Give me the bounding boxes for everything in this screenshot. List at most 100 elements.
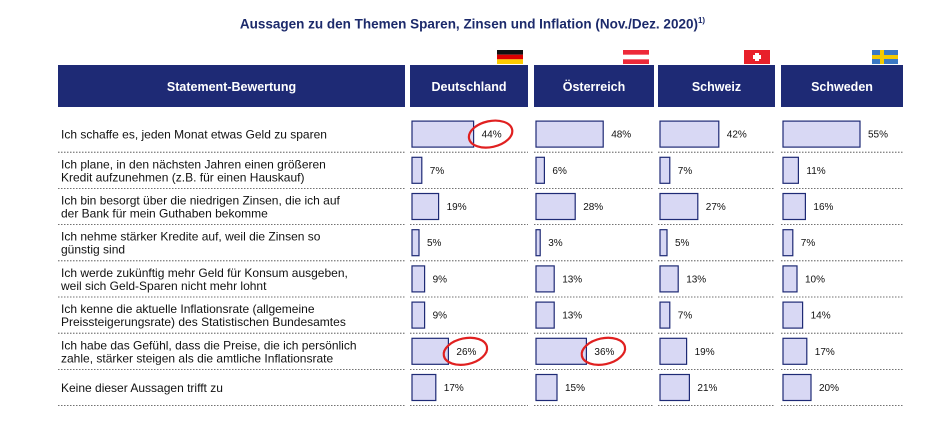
column-header-bg	[410, 65, 528, 107]
bar-österreich-1	[535, 156, 545, 184]
data-label-2-7: 21%	[697, 383, 717, 394]
germany-flag-stripe	[497, 59, 523, 64]
data-label-0-2: 19%	[447, 202, 467, 213]
column-header-bg	[534, 65, 654, 107]
data-label-0-7: 17%	[444, 383, 464, 394]
data-label-0-4: 9%	[433, 274, 448, 285]
bar-österreich-2	[535, 192, 576, 221]
row-label-4: weil sich Geld-Sparen nicht mehr lohnt	[60, 279, 267, 293]
data-label-0-6: 26%	[456, 347, 476, 358]
data-label-3-2: 16%	[813, 202, 833, 213]
bar-schweden-4	[782, 265, 798, 293]
bar-deutschland-2	[411, 192, 440, 221]
column-header-2: Schweiz	[692, 80, 741, 94]
data-label-3-1: 11%	[806, 166, 825, 177]
data-label-2-5: 7%	[678, 311, 693, 322]
row-label-6: Ich habe das Gefühl, dass die Preise, di…	[61, 338, 357, 352]
data-label-0-5: 9%	[433, 311, 448, 322]
switzerland-flag-cross	[753, 55, 761, 59]
bar-deutschland-7	[411, 373, 437, 402]
bar-deutschland-0	[411, 120, 475, 148]
column-header-0: Deutschland	[431, 80, 506, 94]
row-label-2: Ich bin besorgt über die niedrigen Zinse…	[61, 194, 341, 208]
row-label-7: Keine dieser Aussagen trifft zu	[61, 381, 223, 395]
bar-österreich-6	[535, 337, 588, 365]
row-label-5: Ich kenne die aktuelle Inflationsrate (a…	[61, 302, 315, 316]
data-label-2-2: 27%	[706, 202, 726, 213]
bar-schweden-7	[782, 373, 812, 402]
row-label-3: Ich nehme stärker Kredite auf, weil die …	[61, 230, 321, 244]
statement-header: Statement-Bewertung	[167, 80, 296, 94]
data-label-3-0: 55%	[868, 130, 888, 141]
germany-flag-stripe	[497, 54, 523, 60]
bar-schweden-0	[782, 120, 861, 148]
row-label-3: günstig sind	[61, 243, 125, 257]
data-label-1-1: 6%	[552, 166, 567, 177]
title-footnote: 1)	[697, 16, 706, 25]
data-label-0-0: 44%	[482, 130, 502, 141]
data-label-1-6: 36%	[594, 347, 614, 358]
bar-deutschland-1	[411, 156, 423, 184]
bar-schweden-3	[782, 229, 794, 257]
bar-schweiz-6	[659, 337, 688, 365]
data-label-0-3: 5%	[427, 238, 442, 249]
column-header-3: Schweden	[811, 80, 873, 94]
highlight-circle	[580, 336, 627, 366]
row-label-1: Ich plane, in den nächsten Jahren einen …	[61, 157, 326, 171]
row-label-5: Preissteigerungsrate) des Statistischen …	[61, 315, 346, 329]
data-label-3-4: 10%	[805, 274, 825, 285]
data-label-3-6: 17%	[815, 347, 835, 358]
data-label-2-6: 19%	[695, 347, 715, 358]
row-label-2: der Bank für mein Guthaben bekomme	[61, 207, 268, 221]
bar-deutschland-6	[411, 337, 450, 365]
data-label-1-4: 13%	[562, 274, 582, 285]
data-label-1-2: 28%	[583, 202, 603, 213]
data-label-1-7: 15%	[565, 383, 585, 394]
data-label-2-3: 5%	[675, 238, 690, 249]
data-label-3-3: 7%	[801, 238, 816, 249]
bar-schweiz-7	[659, 373, 690, 402]
data-label-1-3: 3%	[548, 238, 563, 249]
row-label-4: Ich werde zukünftig mehr Geld für Konsum…	[61, 266, 348, 280]
column-header-1: Österreich	[563, 79, 626, 94]
bar-österreich-5	[535, 301, 555, 329]
austria-flag-stripe	[623, 54, 649, 60]
row-label-0: Ich schaffe es, jeden Monat etwas Geld z…	[61, 128, 327, 142]
highlight-circle	[467, 119, 514, 149]
sweden-flag-cross	[872, 55, 898, 59]
statement-header-bg	[58, 65, 405, 107]
bar-schweden-5	[782, 301, 804, 329]
bar-schweiz-0	[659, 120, 720, 148]
bar-österreich-7	[535, 373, 558, 402]
bar-schweiz-4	[659, 265, 679, 293]
row-label-6: zahle, stärker steigen als die amtliche …	[61, 351, 333, 365]
data-label-2-1: 7%	[678, 166, 693, 177]
bar-schweiz-5	[659, 301, 671, 329]
bar-deutschland-5	[411, 301, 426, 329]
data-label-1-5: 13%	[562, 311, 582, 322]
data-label-3-7: 20%	[819, 383, 839, 394]
bar-österreich-0	[535, 120, 604, 148]
column-header-bg	[781, 65, 903, 107]
data-label-2-0: 42%	[727, 130, 747, 141]
column-header-bg	[658, 65, 775, 107]
data-label-1-0: 48%	[611, 130, 631, 141]
bar-österreich-3	[535, 229, 541, 257]
bar-schweden-1	[782, 156, 799, 184]
germany-flag-icon	[497, 50, 523, 55]
chart-title-text: Aussagen zu den Themen Sparen, Zinsen un…	[239, 16, 698, 32]
bar-deutschland-4	[411, 265, 426, 293]
bar-schweden-2	[782, 192, 806, 221]
bar-schweden-6	[782, 337, 808, 365]
data-label-3-5: 14%	[811, 311, 831, 322]
bar-schweiz-3	[659, 229, 668, 257]
data-label-0-1: 7%	[430, 166, 445, 177]
row-label-1: Kredit aufzunehmen (z.B. für einen Hausk…	[61, 170, 304, 184]
bar-schweiz-2	[659, 192, 699, 221]
highlight-circle	[442, 336, 489, 366]
bar-deutschland-3	[411, 229, 420, 257]
data-label-2-4: 13%	[686, 274, 706, 285]
bar-schweiz-1	[659, 156, 671, 184]
bar-österreich-4	[535, 265, 555, 293]
